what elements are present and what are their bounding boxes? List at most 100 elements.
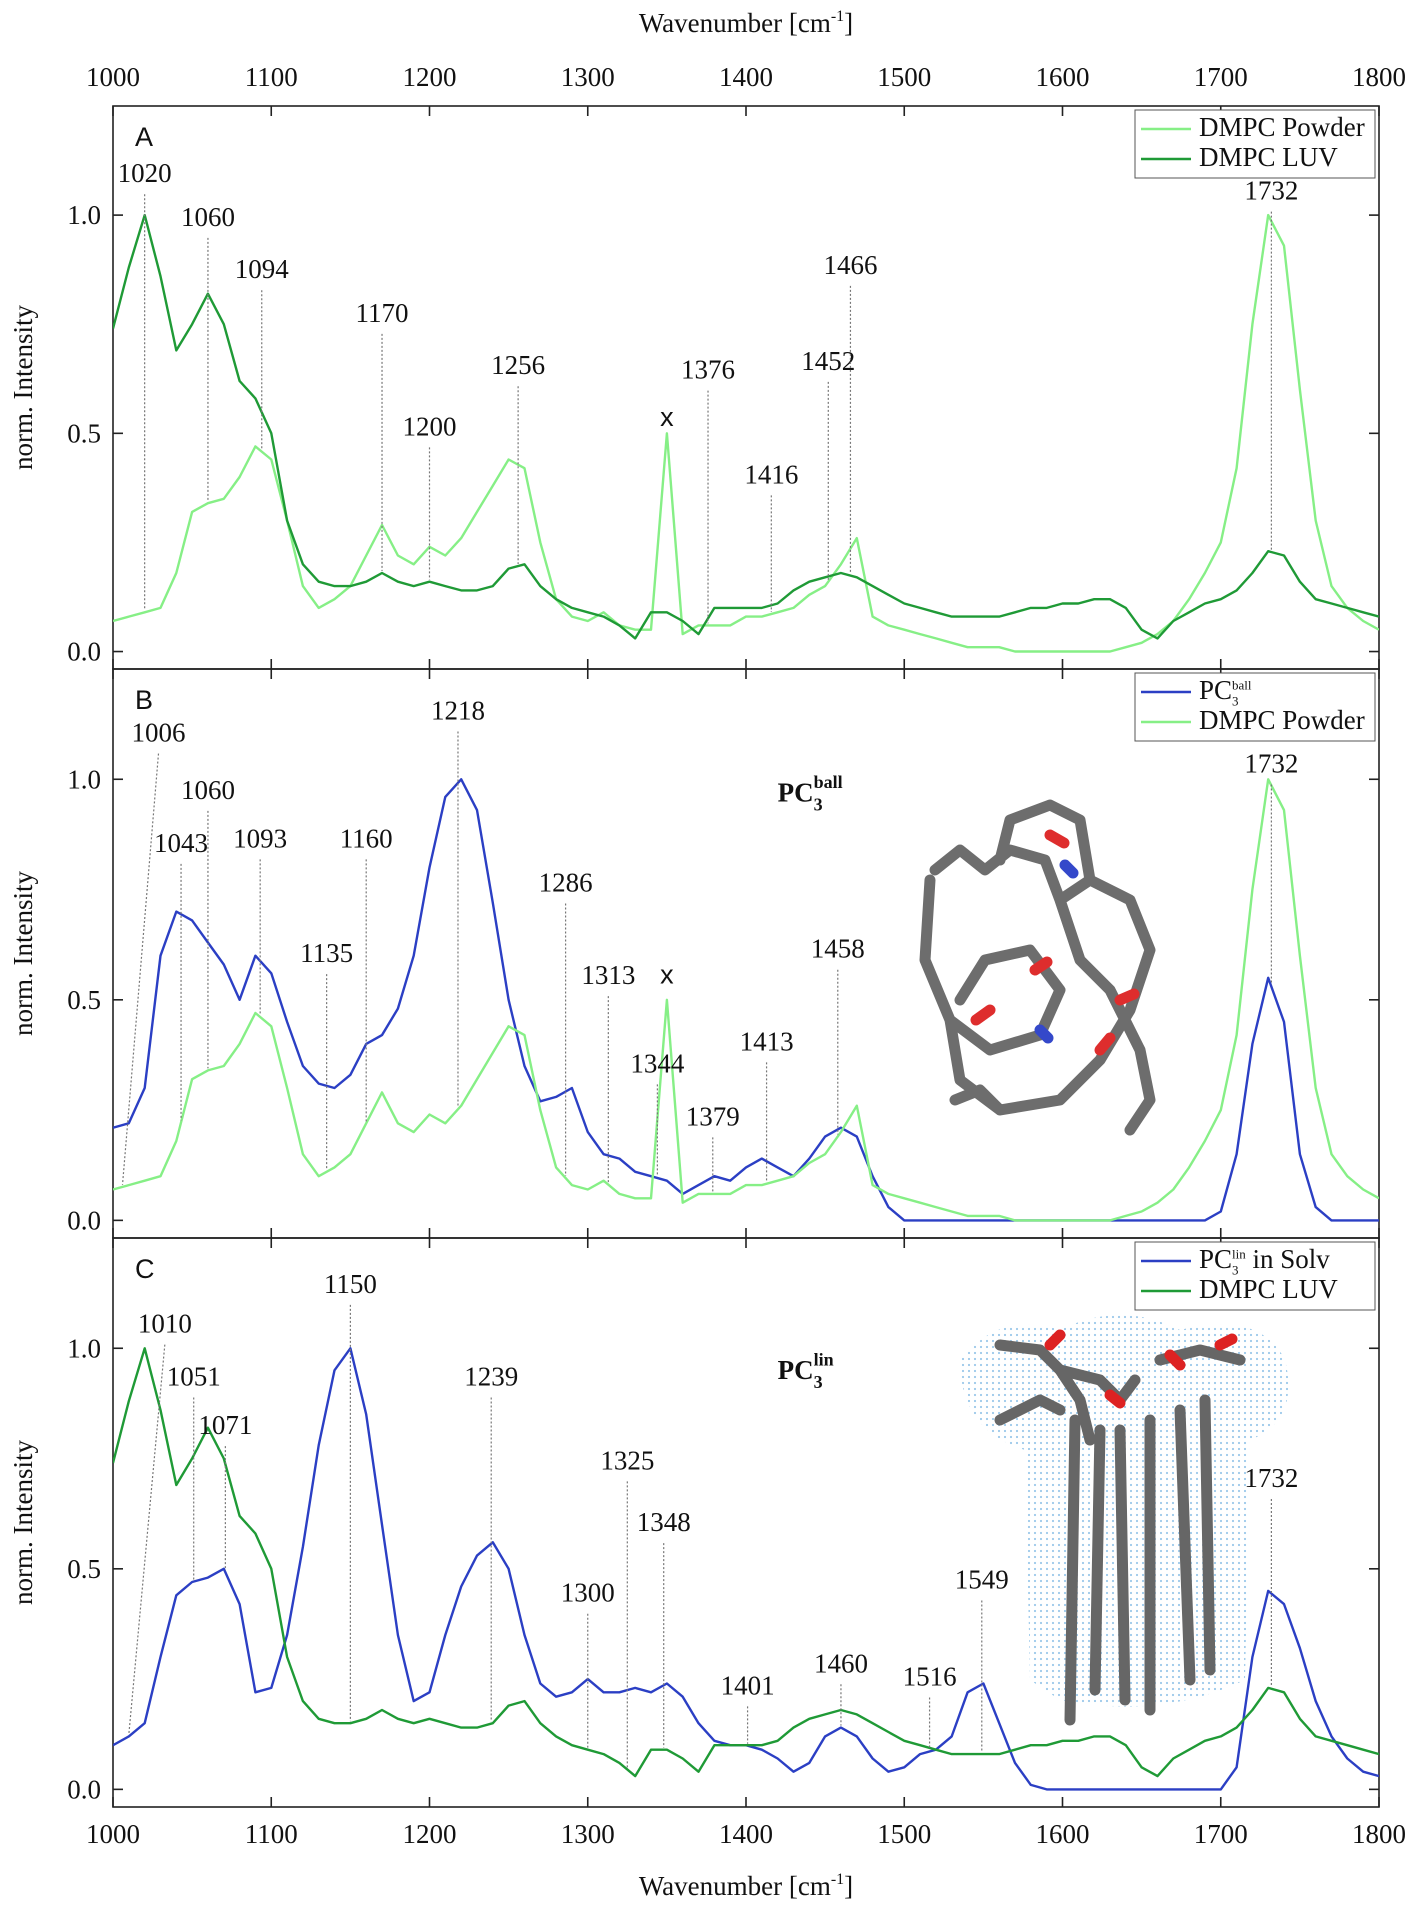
x-tick-label: 1500 <box>877 62 931 92</box>
x-tick-label: 1700 <box>1194 62 1248 92</box>
peak-label: 1379 <box>686 1101 740 1131</box>
series-line <box>113 778 1379 1222</box>
legend-label: PC3ball <box>1199 675 1252 708</box>
peak-label: 1344 <box>630 1048 685 1078</box>
peak-label: 1135 <box>300 938 353 968</box>
peak-label: 1060 <box>181 775 235 805</box>
peak-label: 1093 <box>233 823 287 853</box>
x-tick-label: 1000 <box>86 1819 140 1849</box>
legend-label: DMPC LUV <box>1199 142 1338 172</box>
peak-label: 1094 <box>235 254 290 284</box>
molecule-ball <box>919 799 1156 1136</box>
x-axis-title-part: Wavenumber [cm <box>639 1871 831 1901</box>
peak-line <box>128 1344 166 1735</box>
panel-label: B <box>135 685 153 715</box>
x-tick-label: 1000 <box>86 62 140 92</box>
peak-label: 1170 <box>356 298 409 328</box>
y-tick-label: 1.0 <box>67 764 101 794</box>
x-tick-label: 1200 <box>403 1819 457 1849</box>
marker-label: x <box>660 402 674 432</box>
x-axis-title-part: -1 <box>831 8 844 25</box>
x-tick-label: 1300 <box>561 1819 615 1849</box>
legend-label-part: in Solv <box>1246 1244 1331 1274</box>
legend-label: PC3lin in Solv <box>1199 1244 1330 1277</box>
inset-label-part: ball <box>814 772 843 792</box>
peak-label: 1516 <box>903 1661 957 1691</box>
series-line <box>113 778 1379 1222</box>
peak-label: 1256 <box>491 350 545 380</box>
x-axis-title-part: ] <box>844 8 853 38</box>
peak-label: 1732 <box>1244 176 1298 206</box>
legend-label-part: PC <box>1199 675 1232 705</box>
peak-label: 1413 <box>740 1026 794 1056</box>
peak-label: 1416 <box>744 459 798 489</box>
x-axis-title-part: Wavenumber [cm <box>639 8 831 38</box>
x-tick-label: 1100 <box>245 1819 298 1849</box>
x-tick-label: 1300 <box>561 62 615 92</box>
legend-label-part: 3 <box>1232 693 1239 708</box>
x-axis-title-part: ] <box>844 1871 853 1901</box>
peak-label: 1549 <box>955 1564 1009 1594</box>
series-line <box>113 213 1379 640</box>
y-tick-label: 0.0 <box>67 637 101 667</box>
peak-label: 1466 <box>823 250 877 280</box>
molecule-lin <box>960 1315 1289 1726</box>
legend-box <box>1134 672 1376 742</box>
x-tick-label: 1600 <box>1036 62 1090 92</box>
legend-label: DMPC Powder <box>1199 112 1365 142</box>
inset-label-part: PC <box>778 777 814 807</box>
x-axis-title-part: -1 <box>831 1871 844 1888</box>
x-tick-label: 1700 <box>1194 1819 1248 1849</box>
peak-label: 1376 <box>681 355 735 385</box>
y-tick-label: 0.5 <box>67 985 101 1015</box>
peak-label: 1010 <box>138 1309 192 1339</box>
series-line <box>113 213 1379 653</box>
inset-label-part: 3 <box>814 794 823 814</box>
peak-label: 1300 <box>561 1578 615 1608</box>
x-tick-label: 1800 <box>1352 1819 1406 1849</box>
panel-label: A <box>135 122 153 152</box>
y-tick-label: 1.0 <box>67 1333 101 1363</box>
peak-label: 1020 <box>118 158 172 188</box>
y-tick-label: 0.5 <box>67 418 101 448</box>
legend-box <box>1134 109 1376 179</box>
peak-label: 1732 <box>1244 1463 1298 1493</box>
legend-label-part: PC <box>1199 1244 1232 1274</box>
inset-label: PC3lin <box>778 1350 834 1393</box>
peak-label: 1286 <box>539 868 593 898</box>
series-line <box>113 1347 1379 1778</box>
x-tick-label: 1600 <box>1036 1819 1090 1849</box>
x-tick-label: 1400 <box>719 1819 773 1849</box>
legend-label-part: 3 <box>1232 1262 1239 1277</box>
legend-box <box>1134 1241 1376 1311</box>
legend-label-part: lin <box>1232 1247 1246 1262</box>
inset-label-part: 3 <box>814 1372 823 1392</box>
y-tick-label: 0.5 <box>67 1554 101 1584</box>
legend-label-part: ball <box>1232 678 1252 693</box>
x-axis-title: Wavenumber [cm-1] <box>639 1871 853 1901</box>
peak-label: 1348 <box>637 1507 691 1537</box>
peak-label: 1150 <box>324 1269 377 1299</box>
peak-label: 1160 <box>340 823 393 853</box>
x-tick-label: 1500 <box>877 1819 931 1849</box>
inset-label-part: PC <box>778 1355 814 1385</box>
peak-label: 1732 <box>1244 748 1298 778</box>
peak-label: 1401 <box>721 1670 775 1700</box>
y-tick-label: 0.0 <box>67 1205 101 1235</box>
x-tick-label: 1200 <box>403 62 457 92</box>
x-axis-title: Wavenumber [cm-1] <box>639 8 853 38</box>
inset-label-part: lin <box>814 1350 834 1370</box>
y-axis-label: norm. Intensity <box>8 871 38 1036</box>
peak-label: 1006 <box>131 718 185 748</box>
y-tick-label: 0.0 <box>67 1774 101 1804</box>
peak-label: 1060 <box>181 202 235 232</box>
peak-label: 1200 <box>403 411 457 441</box>
marker-label: x <box>660 959 674 989</box>
peak-label: 1239 <box>464 1362 518 1392</box>
peak-label: 1460 <box>814 1648 868 1678</box>
peak-label: 1313 <box>581 960 635 990</box>
peak-label: 1458 <box>811 934 865 964</box>
peak-line <box>121 753 160 1185</box>
y-axis-label: norm. Intensity <box>8 1440 38 1605</box>
x-tick-label: 1100 <box>245 62 298 92</box>
